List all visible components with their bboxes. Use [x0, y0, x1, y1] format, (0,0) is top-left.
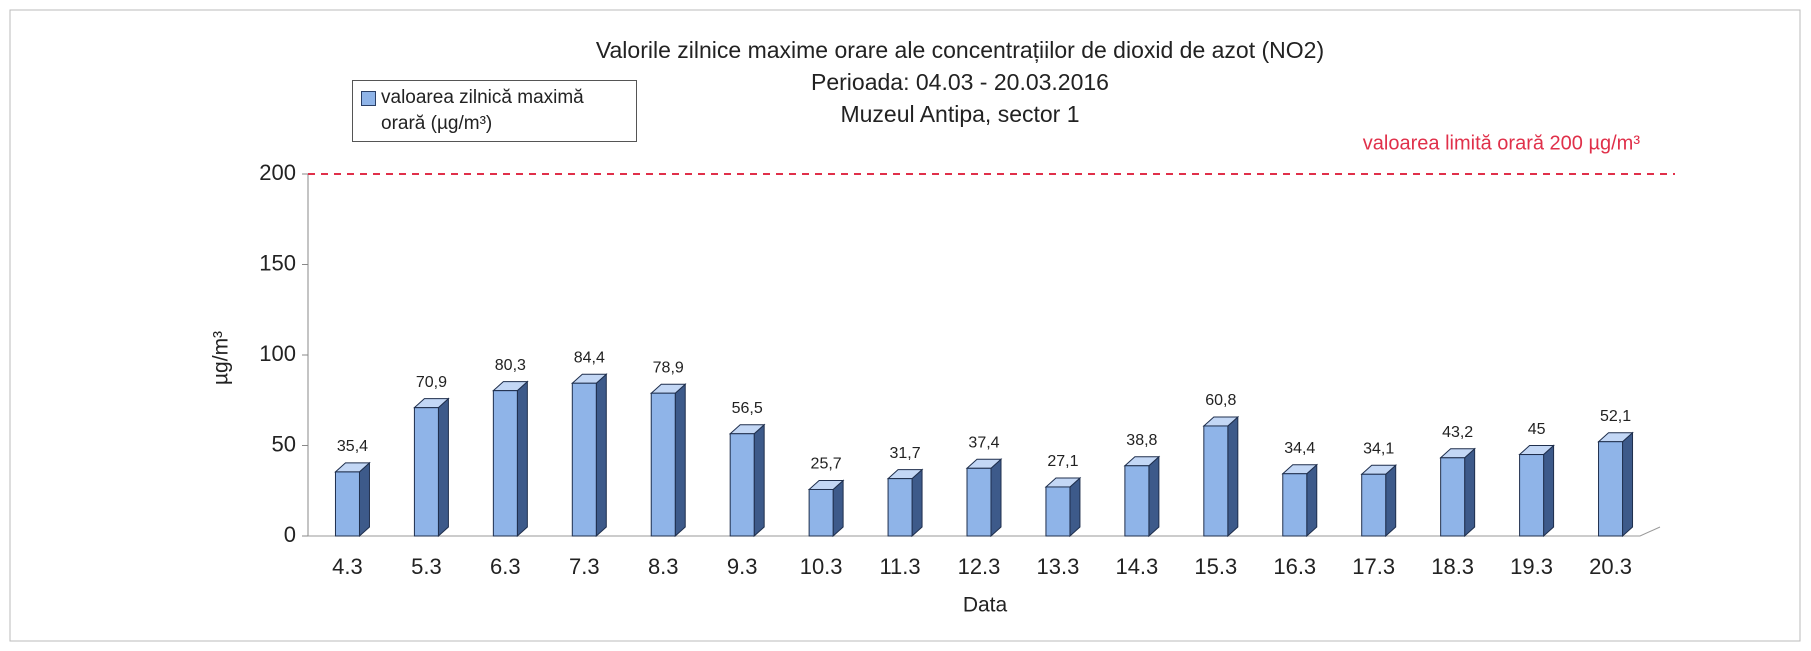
data-label: 25,7	[811, 456, 842, 473]
bar-side	[753, 423, 765, 538]
y-tick-label: 200	[259, 160, 296, 185]
data-label: 31,7	[889, 445, 920, 462]
x-tick-label: 19.3	[1510, 554, 1553, 579]
bar	[1361, 473, 1387, 537]
bar-side	[1464, 447, 1476, 538]
data-label: 34,4	[1284, 440, 1315, 457]
legend-swatch	[361, 91, 376, 106]
bar	[1203, 425, 1229, 537]
y-axis-label: µg/m³	[210, 331, 233, 385]
data-label: 78,9	[653, 359, 684, 376]
bar	[1519, 454, 1545, 537]
chart-frame	[9, 9, 1801, 642]
bar	[1282, 473, 1308, 537]
x-tick-label: 15.3	[1194, 554, 1237, 579]
bar-side	[1385, 464, 1397, 538]
y-tick-label: 100	[259, 341, 296, 366]
bar-side	[1543, 444, 1555, 538]
bar-side	[1227, 415, 1239, 538]
chart-location: Muzeul Antipa, sector 1	[840, 101, 1079, 127]
bar-side	[595, 373, 607, 538]
bar	[966, 467, 992, 537]
bar-side	[674, 383, 686, 538]
x-tick-label: 5.3	[411, 554, 442, 579]
bar-side	[990, 458, 1002, 538]
x-tick-label: 7.3	[569, 554, 600, 579]
x-tick-label: 10.3	[800, 554, 843, 579]
data-label: 70,9	[416, 374, 447, 391]
bar	[1124, 465, 1150, 537]
x-tick-label: 13.3	[1037, 554, 1080, 579]
legend-label: valoarea zilnică maximă orară (µg/m³)	[381, 87, 584, 134]
data-label: 52,1	[1600, 408, 1631, 425]
bar	[887, 478, 913, 537]
data-label: 35,4	[337, 438, 368, 455]
x-tick-label: 8.3	[648, 554, 679, 579]
bar-side	[911, 468, 923, 538]
y-tick-label: 0	[284, 522, 296, 547]
y-tick-label: 50	[272, 431, 296, 456]
x-tick-label: 17.3	[1352, 554, 1395, 579]
bar-side	[832, 479, 844, 538]
bar	[334, 471, 360, 537]
bar-side	[1622, 431, 1634, 538]
data-label: 34,1	[1363, 440, 1394, 457]
x-tick-label: 9.3	[727, 554, 758, 579]
bar	[492, 390, 518, 537]
data-label: 84,4	[574, 349, 605, 366]
bar	[413, 407, 439, 537]
data-label: 80,3	[495, 357, 526, 374]
limit-label: valoarea limită orară 200 µg/m³	[1363, 132, 1641, 154]
y-tick-label: 150	[259, 250, 296, 275]
bar-side	[516, 380, 528, 538]
bar-side	[1069, 476, 1081, 538]
data-label: 38,8	[1126, 432, 1157, 449]
bar	[808, 488, 834, 537]
data-label: 56,5	[732, 400, 763, 417]
x-tick-label: 18.3	[1431, 554, 1474, 579]
chart-title: Valorile zilnice maxime orare ale concen…	[596, 37, 1324, 63]
data-label: 60,8	[1205, 392, 1236, 409]
bar	[650, 392, 676, 537]
data-label: 37,4	[968, 435, 999, 452]
x-tick-label: 14.3	[1115, 554, 1158, 579]
bar-side	[1148, 455, 1160, 538]
x-axis-label: Data	[963, 594, 1008, 617]
legend: valoarea zilnică maximă orară (µg/m³)	[352, 80, 637, 142]
bar	[1045, 486, 1071, 537]
bar	[571, 382, 597, 537]
data-label: 27,1	[1047, 453, 1078, 470]
bar	[1598, 441, 1624, 537]
data-label: 45	[1528, 421, 1546, 438]
bar-side	[437, 397, 449, 538]
bar	[729, 433, 755, 537]
bar	[1440, 457, 1466, 537]
x-tick-label: 12.3	[958, 554, 1001, 579]
x-tick-label: 4.3	[332, 554, 363, 579]
bar-side	[1306, 463, 1318, 538]
x-tick-label: 11.3	[879, 554, 920, 579]
data-label: 43,2	[1442, 424, 1473, 441]
bar-side	[358, 461, 370, 538]
chart-subtitle: Perioada: 04.03 - 20.03.2016	[811, 69, 1109, 95]
x-tick-label: 20.3	[1589, 554, 1632, 579]
x-tick-label: 16.3	[1273, 554, 1316, 579]
x-tick-label: 6.3	[490, 554, 521, 579]
